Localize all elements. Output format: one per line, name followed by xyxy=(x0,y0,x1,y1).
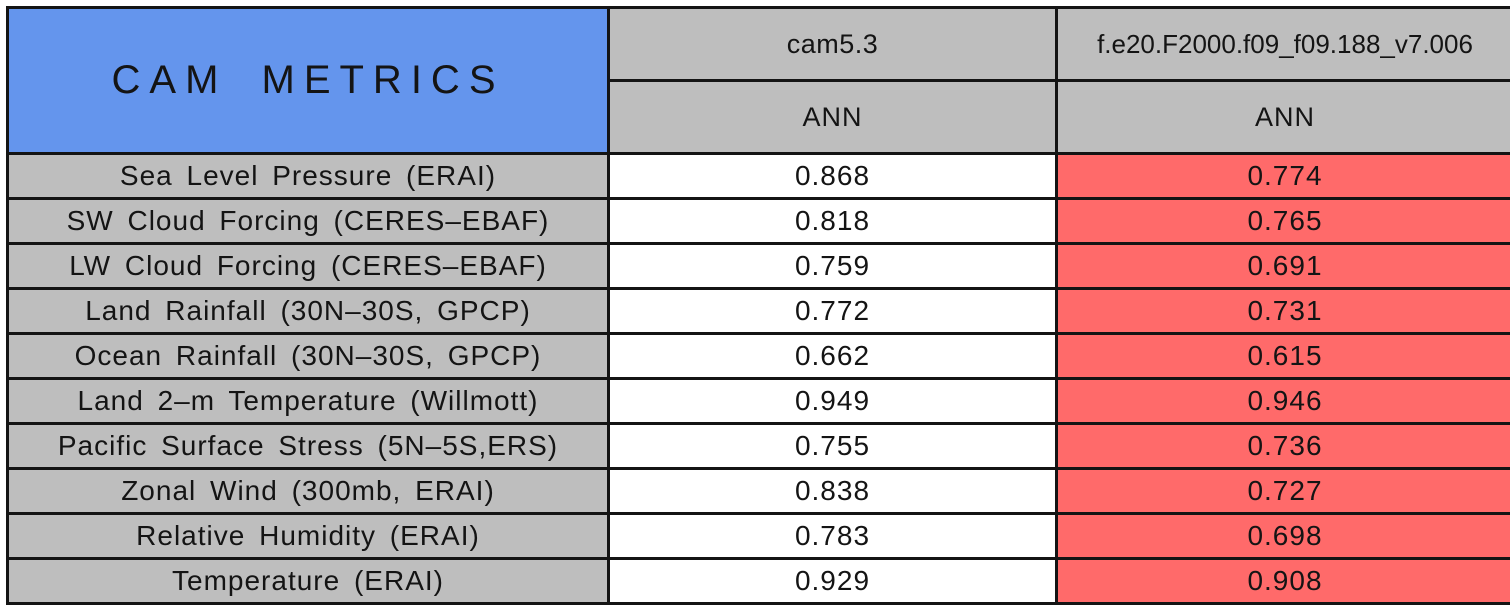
table-row: Sea Level Pressure (ERAI) 0.868 0.774 xyxy=(6,152,1510,200)
cam-metrics-table: CAM METRICS cam5.3 f.e20.F2000.f09_f09.1… xyxy=(6,6,1510,605)
metric-value-test: 0.774 xyxy=(1055,152,1510,200)
header-row-seasons: ANN ANN xyxy=(8,79,1510,155)
metric-value-test: 0.736 xyxy=(1055,422,1510,470)
metric-value-control: 0.772 xyxy=(607,287,1058,335)
metric-value-control: 0.929 xyxy=(607,557,1058,605)
column-header-control-run: cam5.3 xyxy=(607,6,1058,82)
metric-value-test: 0.765 xyxy=(1055,197,1510,245)
metric-value-control: 0.783 xyxy=(607,512,1058,560)
metric-label: Pacific Surface Stress (5N–5S,ERS) xyxy=(6,422,610,470)
table-row: Temperature (ERAI) 0.929 0.908 xyxy=(6,557,1510,605)
metric-value-test: 0.946 xyxy=(1055,377,1510,425)
table-row: SW Cloud Forcing (CERES–EBAF) 0.818 0.76… xyxy=(6,197,1510,245)
metric-value-test: 0.691 xyxy=(1055,242,1510,290)
metric-value-test: 0.908 xyxy=(1055,557,1510,605)
table-row: Pacific Surface Stress (5N–5S,ERS) 0.755… xyxy=(6,422,1510,470)
season-label-control: ANN xyxy=(607,79,1058,155)
metric-label: Relative Humidity (ERAI) xyxy=(6,512,610,560)
metric-label: SW Cloud Forcing (CERES–EBAF) xyxy=(6,197,610,245)
metric-value-control: 0.759 xyxy=(607,242,1058,290)
table-title: CAM METRICS xyxy=(6,6,610,155)
table-row: Ocean Rainfall (30N–30S, GPCP) 0.662 0.6… xyxy=(6,332,1510,380)
metric-value-control: 0.818 xyxy=(607,197,1058,245)
table-row: Land Rainfall (30N–30S, GPCP) 0.772 0.73… xyxy=(6,287,1510,335)
metric-value-control: 0.949 xyxy=(607,377,1058,425)
metric-label: Land Rainfall (30N–30S, GPCP) xyxy=(6,287,610,335)
column-header-test-run: f.e20.F2000.f09_f09.188_v7.006 xyxy=(1055,6,1510,82)
metric-value-test: 0.727 xyxy=(1055,467,1510,515)
metric-label: Ocean Rainfall (30N–30S, GPCP) xyxy=(6,332,610,380)
metric-value-control: 0.662 xyxy=(607,332,1058,380)
season-label-test: ANN xyxy=(1055,79,1510,155)
metric-label: Land 2–m Temperature (Willmott) xyxy=(6,377,610,425)
table-row: Relative Humidity (ERAI) 0.783 0.698 xyxy=(6,512,1510,560)
metric-label: LW Cloud Forcing (CERES–EBAF) xyxy=(6,242,610,290)
metric-value-test: 0.615 xyxy=(1055,332,1510,380)
metric-value-control: 0.838 xyxy=(607,467,1058,515)
metric-value-control: 0.868 xyxy=(607,152,1058,200)
metric-label: Zonal Wind (300mb, ERAI) xyxy=(6,467,610,515)
header-row-models: CAM METRICS cam5.3 f.e20.F2000.f09_f09.1… xyxy=(6,6,1510,155)
metric-value-control: 0.755 xyxy=(607,422,1058,470)
metric-label: Temperature (ERAI) xyxy=(6,557,610,605)
table-row: LW Cloud Forcing (CERES–EBAF) 0.759 0.69… xyxy=(6,242,1510,290)
table-row: Zonal Wind (300mb, ERAI) 0.838 0.727 xyxy=(6,467,1510,515)
metric-label: Sea Level Pressure (ERAI) xyxy=(6,152,610,200)
table-row: Land 2–m Temperature (Willmott) 0.949 0.… xyxy=(6,377,1510,425)
metric-value-test: 0.698 xyxy=(1055,512,1510,560)
metric-value-test: 0.731 xyxy=(1055,287,1510,335)
